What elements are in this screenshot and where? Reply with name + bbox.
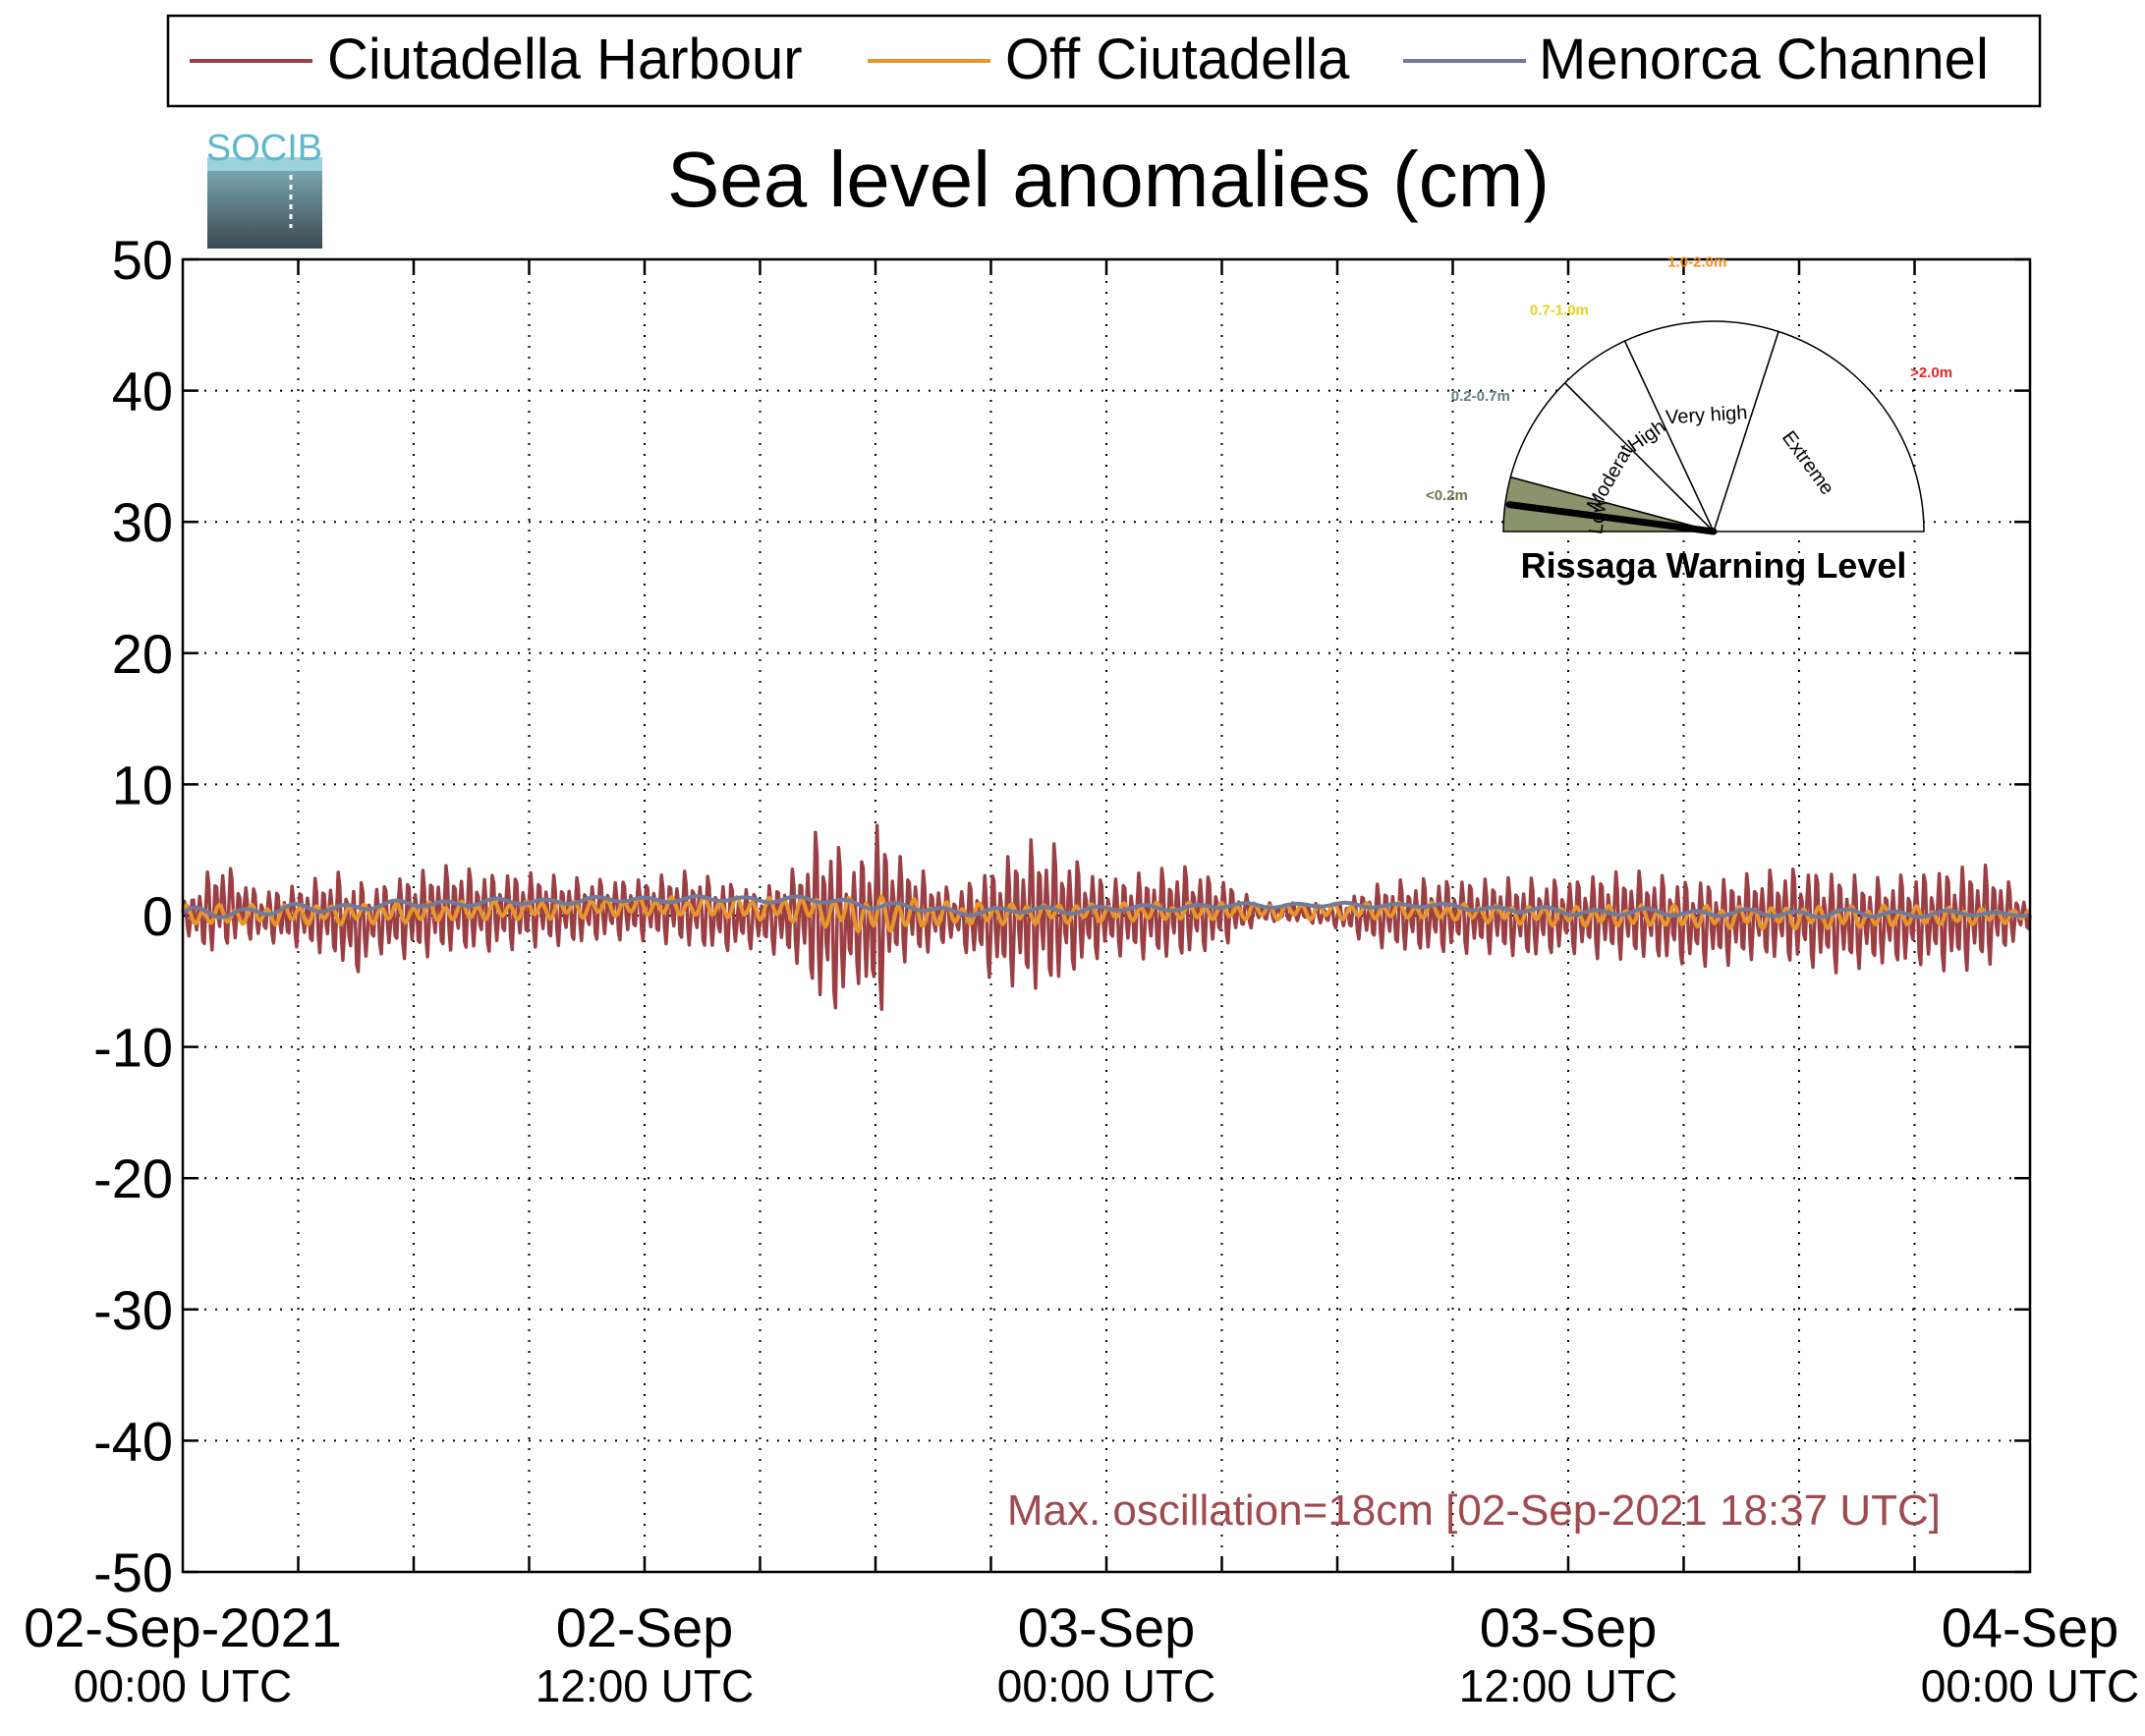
- x-tick-sublabel: 12:00 UTC: [536, 1660, 754, 1711]
- gauge-title: Rissaga Warning Level: [1521, 545, 1907, 586]
- logo-block: [207, 168, 322, 249]
- series-line-menorca-channel: [181, 894, 2031, 920]
- rissaga-gauge: Low<0.2mModerate0.2-0.7mHigh0.7-1.0mVery…: [1426, 254, 1952, 536]
- x-tick-label: 03-Sep: [1018, 1596, 1196, 1658]
- x-tick-label: 02-Sep-2021: [24, 1596, 342, 1658]
- y-tick-label: 40: [112, 361, 173, 422]
- legend: Ciutadella Harbour Off Ciutadella Menorc…: [166, 14, 2042, 108]
- y-tick-label: -20: [93, 1148, 173, 1209]
- x-tick-sublabel: 00:00 UTC: [997, 1660, 1215, 1711]
- gauge-sector-moderate: [1509, 381, 1717, 533]
- gauge-label-very-high: Very high: [1665, 402, 1748, 428]
- x-tick-sublabel: 00:00 UTC: [74, 1660, 292, 1711]
- legend-label-ciutadella-harbour: Ciutadella Harbour: [327, 28, 803, 91]
- x-tick-label: 02-Sep: [556, 1596, 734, 1658]
- y-tick-label: 30: [112, 491, 173, 553]
- gauge-range-very-high: 1.0-2.0m: [1667, 254, 1726, 271]
- y-tick-label: 0: [142, 885, 173, 947]
- gauge-range-high: 0.7-1.0m: [1530, 303, 1589, 319]
- y-tick-label: -50: [93, 1541, 173, 1603]
- x-tick-sublabel: 12:00 UTC: [1459, 1660, 1677, 1711]
- x-tick-sublabel: 00:00 UTC: [1921, 1660, 2139, 1711]
- logo-text: SOCIB: [206, 128, 322, 169]
- y-axis: 50 40 30 20 10 0 -10 -20 -30 -40 -50: [93, 229, 2030, 1603]
- y-tick-label: 10: [112, 754, 173, 815]
- y-tick-label: -40: [93, 1410, 173, 1472]
- gauge-range-low: <0.2m: [1426, 487, 1468, 504]
- x-tick-label: 04-Sep: [1942, 1596, 2119, 1658]
- series-line-ciutadella-harbour: [181, 823, 2032, 1012]
- gauge-range-extreme: >2.0m: [1910, 364, 1952, 381]
- gauge-range-moderate: 0.2-0.7m: [1451, 388, 1510, 405]
- logo-band: [207, 157, 322, 171]
- series-lines: [181, 823, 2032, 1012]
- max-oscillation-annotation: Max. oscillation=18cm [02-Sep-2021 18:37…: [1007, 1486, 1941, 1535]
- y-tick-label: 50: [112, 229, 173, 291]
- gauge-needle: [1505, 501, 1718, 535]
- plot-frame: [181, 257, 2032, 1574]
- legend-label-off-ciutadella: Off Ciutadella: [1005, 28, 1350, 91]
- x-tick-label: 03-Sep: [1480, 1596, 1658, 1658]
- y-tick-label: 20: [112, 623, 173, 685]
- legend-box: [166, 14, 2042, 108]
- y-tick-label: -10: [93, 1017, 173, 1079]
- gauge-sector-very-high: [1623, 320, 1780, 534]
- chart-title: Sea level anomalies (cm): [667, 136, 1550, 223]
- y-tick-label: -30: [93, 1279, 173, 1341]
- legend-label-menorca-channel: Menorca Channel: [1539, 28, 1989, 91]
- socib-logo: SOCIB: [206, 128, 322, 249]
- gauge-sector-extreme: [1712, 330, 1925, 532]
